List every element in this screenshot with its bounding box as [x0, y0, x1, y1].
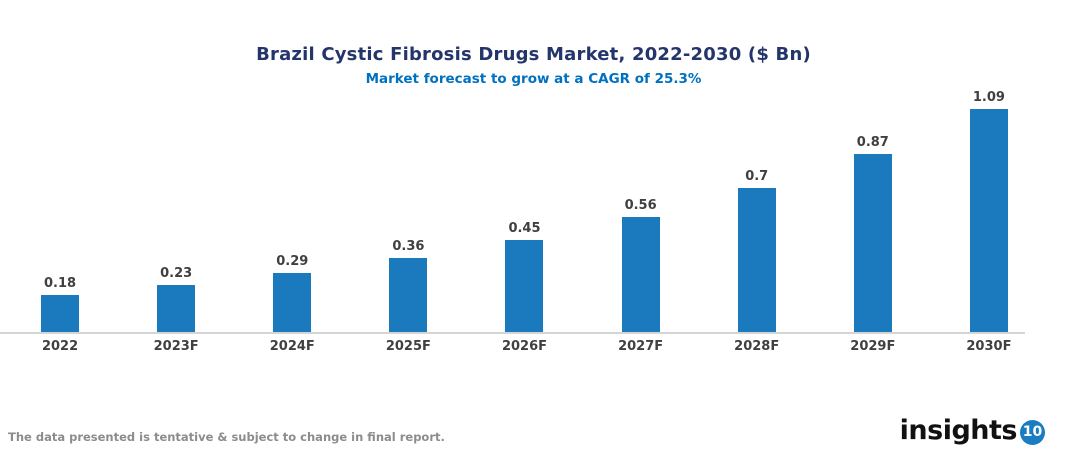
bar-group: 0.7	[699, 169, 815, 332]
bar-value-label: 0.7	[745, 169, 769, 184]
bar-group: 0.87	[815, 135, 931, 332]
x-axis-tick-label: 2027F	[618, 339, 664, 354]
x-axis-tick-label: 2030F	[966, 339, 1012, 354]
bar-value-label: 0.45	[508, 221, 541, 236]
bar	[41, 295, 80, 332]
x-axis-tick-label: 2022	[41, 339, 79, 354]
x-axis-tick-label: 2028F	[734, 339, 780, 354]
bar-group: 1.09	[931, 90, 1047, 332]
bar-value-label: 1.09	[972, 90, 1005, 105]
x-axis-tick-label: 2029F	[850, 339, 896, 354]
bar-value-label: 0.87	[856, 135, 889, 150]
bar-group: 0.23	[118, 266, 234, 332]
bars-row: 0.18 0.23 0.29 0.36 0.45 0.56 0.7 0.87 1…	[2, 87, 1047, 332]
bar	[273, 273, 312, 332]
bar-value-label: 0.56	[624, 198, 657, 213]
bar-value-label: 0.23	[160, 266, 193, 281]
bar-group: 0.18	[2, 276, 118, 332]
footer: The data presented is tentative & subjec…	[0, 402, 1067, 454]
bar	[853, 154, 892, 332]
insights10-logo: insights 10	[900, 415, 1045, 446]
bar	[969, 109, 1008, 332]
bar	[621, 217, 660, 332]
bar-group: 0.36	[350, 239, 466, 332]
bar-value-label: 0.29	[276, 254, 309, 269]
x-axis-tick-label: 2023F	[153, 339, 199, 354]
x-axis-line	[0, 332, 1025, 334]
logo-text: insights	[899, 415, 1018, 446]
chart-title: Brazil Cystic Fibrosis Drugs Market, 202…	[256, 44, 811, 65]
x-axis-tick-label: 2026F	[501, 339, 548, 354]
bar-value-label: 0.36	[392, 239, 425, 254]
chart-subtitle: Market forecast to grow at a CAGR of 25.…	[365, 71, 702, 87]
bar	[737, 188, 776, 332]
bar-group: 0.56	[583, 198, 699, 332]
x-axis-tick-labels: 2022 2023F 2024F 2025F 2026F 2027F 2028F 2029F 2…	[2, 339, 1047, 354]
logo-badge-icon: 10	[1020, 419, 1045, 445]
bar-chart: 0.18 0.23 0.29 0.36 0.45 0.56 0.7 0.87 1…	[0, 87, 1067, 354]
bar-value-label: 0.18	[44, 276, 77, 291]
x-axis-tick-label: 2025F	[385, 339, 431, 354]
bar	[389, 258, 428, 332]
bar	[505, 240, 544, 332]
bar-group: 0.29	[234, 254, 350, 332]
footnote: The data presented is tentative & subjec…	[8, 430, 445, 444]
bar-group: 0.45	[466, 221, 582, 332]
x-axis-tick-label: 2024F	[269, 339, 315, 354]
bar	[157, 285, 196, 332]
